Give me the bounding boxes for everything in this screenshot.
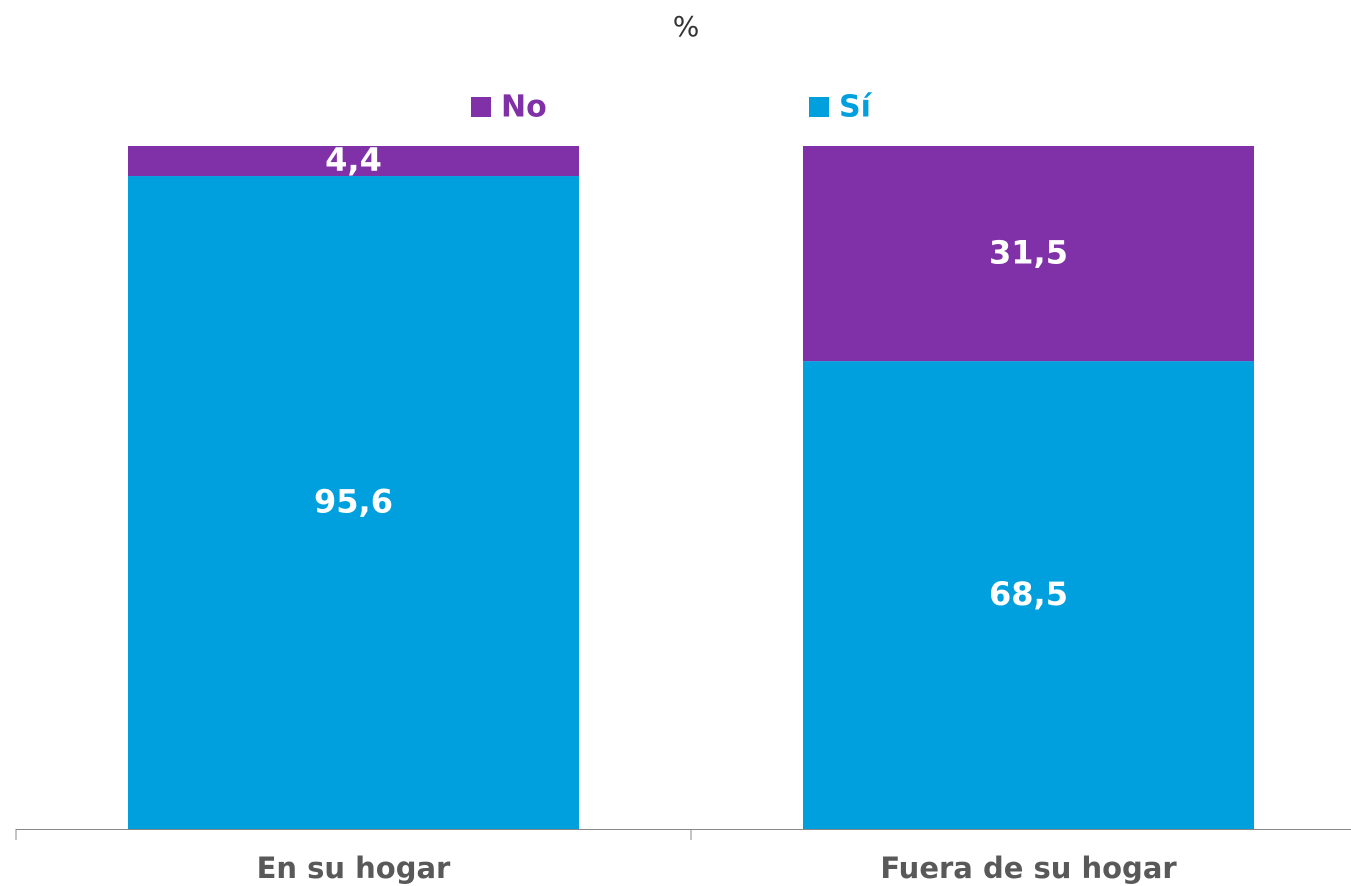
bar-segment <box>803 146 1254 362</box>
data-label: 31,5 <box>989 234 1068 272</box>
chart-title: % <box>673 10 700 43</box>
bar-segment <box>803 361 1254 829</box>
legend-label: No <box>501 90 547 125</box>
x-tick-label: En su hogar <box>257 851 451 885</box>
bar-segment <box>128 146 579 177</box>
data-label: 95,6 <box>314 483 393 521</box>
bar-segment <box>128 176 579 829</box>
legend-swatch <box>809 97 829 117</box>
x-tick-label: Fuera de su hogar <box>880 851 1177 885</box>
data-label: 68,5 <box>989 575 1068 613</box>
legend-swatch <box>471 97 491 117</box>
legend-label: Sí <box>839 90 873 125</box>
data-label: 4,4 <box>325 141 382 179</box>
